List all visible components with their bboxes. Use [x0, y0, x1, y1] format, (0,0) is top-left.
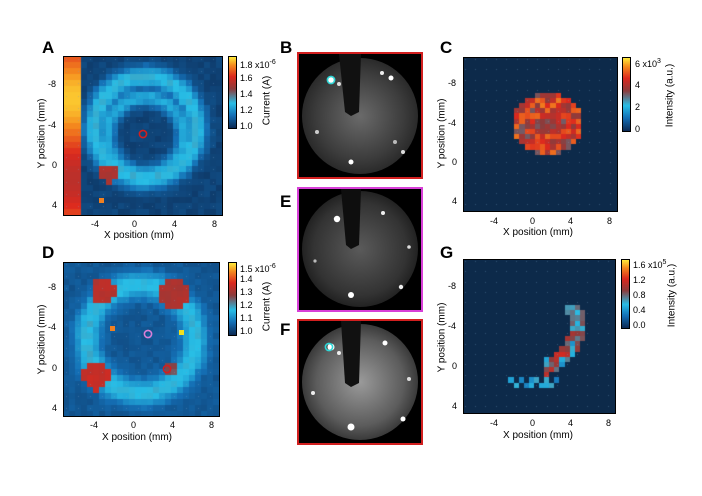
marker-cyan-circle-b: [326, 75, 336, 85]
ytick-a-2: -4: [48, 120, 57, 130]
colorbar-tick-a-2: 1.6: [240, 73, 253, 83]
colorbar-tick-a-3: 1.4: [240, 89, 253, 99]
colorbar-d: [228, 262, 237, 336]
colorbar-tick-c-4: 0: [635, 124, 641, 134]
map-frame-g: [463, 259, 616, 414]
colorbar-tick-g-2: 1.2: [633, 275, 646, 285]
marker-red-circle-a: [138, 129, 148, 139]
panel-label-a: A: [42, 38, 55, 57]
xlabel-g: X position (mm): [503, 430, 574, 441]
panel-label-c: C: [440, 38, 453, 57]
colorbar-tick-a-5: 1.0: [240, 121, 253, 131]
ylabel-a: Y position (mm): [36, 98, 48, 169]
ytick-a-1: -8: [48, 79, 57, 89]
ytick-c-1: -8: [448, 78, 457, 88]
panel-label-d: D: [42, 243, 55, 262]
panel-label-b: B: [280, 38, 293, 57]
colorbar-tick-a-4: 1.2: [240, 105, 253, 115]
colorbar-tick-d-6: 1.0: [240, 326, 253, 336]
ylabel-g: Y position (mm): [436, 302, 448, 373]
xtick-a-3: 4: [172, 219, 178, 229]
colorbar-tick-g-5: 0.0: [633, 320, 646, 330]
panel-label-f: F: [280, 320, 291, 339]
ytick-g-2: -4: [448, 321, 457, 331]
ytick-a-3: 0: [52, 160, 58, 170]
colorbar-label-c: Intensity (a.u.): [664, 63, 676, 128]
marker-cyan-circle-f: [324, 342, 334, 352]
colorbar-tick-g-1: 1.6 x105: [633, 259, 667, 270]
ylabel-d: Y position (mm): [36, 304, 48, 375]
colorbar-c: [622, 57, 631, 132]
ytick-g-3: 0: [452, 361, 458, 371]
marker-red-circle-d: [162, 364, 172, 374]
colorbar-tick-c-1: 6 x103: [635, 58, 661, 69]
xtick-c-3: 4: [568, 216, 574, 226]
xtick-g-2: 0: [530, 418, 536, 428]
colorbar-tick-d-5: 1.1: [240, 313, 253, 323]
colorbar-label-d: Current (A): [261, 281, 273, 332]
colorbar-label-g: Intensity (a.u.): [666, 263, 678, 328]
ytick-a-4: 4: [52, 200, 58, 210]
marker-orange-square-d: [110, 326, 115, 331]
colorbar-frame-a: [228, 56, 237, 129]
panel-label-e: E: [280, 192, 292, 211]
xtick-d-4: 8: [209, 420, 215, 430]
colorbar-tick-d-2: 1.4: [240, 274, 253, 284]
current-map-a: [63, 56, 223, 216]
colorbar-frame-d: [228, 262, 237, 336]
xtick-g-1: -4: [490, 418, 499, 428]
colorbar-frame-c: [622, 57, 631, 132]
xtick-c-4: 8: [607, 216, 613, 226]
colorbar-tick-d-3: 1.3: [240, 287, 253, 297]
intensity-map-c: [463, 57, 618, 212]
marker-pink-circle-d: [143, 329, 153, 339]
xtick-a-4: 8: [212, 219, 218, 229]
ytick-c-3: 0: [452, 157, 458, 167]
colorbar-tick-c-2: 4: [635, 80, 641, 90]
ytick-d-2: -4: [48, 322, 57, 332]
colorbar-tick-g-4: 0.4: [633, 305, 646, 315]
ytick-g-4: 4: [452, 401, 458, 411]
colorbar-tick-g-3: 0.8: [633, 290, 646, 300]
colorbar-g: [621, 259, 630, 329]
xtick-c-2: 0: [530, 216, 536, 226]
xtick-d-1: -4: [90, 420, 99, 430]
current-map-d: [63, 262, 220, 417]
colorbar-label-a: Current (A): [261, 75, 273, 126]
colorbar-tick-c-3: 2: [635, 102, 641, 112]
xtick-a-1: -4: [91, 219, 100, 229]
colorbar-tick-d-4: 1.2: [240, 300, 253, 310]
xtick-d-2: 0: [131, 420, 137, 430]
ytick-c-2: -4: [448, 118, 457, 128]
xlabel-d: X position (mm): [102, 432, 173, 443]
ytick-c-4: 4: [452, 196, 458, 206]
colorbar-frame-g: [621, 259, 630, 329]
xtick-d-3: 4: [170, 420, 176, 430]
marker-yellow-square-d: [179, 330, 184, 335]
colorbar-tick-a-1: 1.8 x10-6: [240, 59, 276, 70]
ytick-d-1: -8: [48, 282, 57, 292]
ytick-d-4: 4: [52, 403, 58, 413]
intensity-map-g: [463, 259, 616, 414]
map-frame-d: [63, 262, 220, 417]
xtick-g-3: 4: [568, 418, 574, 428]
ylabel-c: Y position (mm): [436, 98, 448, 169]
marker-orange-square-a: [99, 198, 104, 203]
leed-image-e: [297, 187, 423, 312]
xtick-a-2: 0: [132, 219, 138, 229]
map-frame-a: [63, 56, 223, 216]
leed-image-f: [297, 319, 423, 445]
xtick-c-1: -4: [490, 216, 499, 226]
xlabel-a: X position (mm): [104, 230, 175, 241]
ytick-g-1: -8: [448, 281, 457, 291]
xtick-g-4: 8: [606, 418, 612, 428]
leed-image-b: [297, 52, 423, 179]
xlabel-c: X position (mm): [503, 227, 574, 238]
map-frame-c: [463, 57, 618, 212]
ytick-d-3: 0: [52, 363, 58, 373]
colorbar-tick-d-1: 1.5 x10-6: [240, 263, 276, 274]
panel-label-g: G: [440, 243, 454, 262]
colorbar-a: [228, 56, 237, 129]
